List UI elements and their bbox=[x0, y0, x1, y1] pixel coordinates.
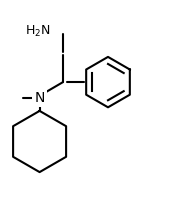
Text: H$_2$N: H$_2$N bbox=[25, 24, 50, 39]
Text: N: N bbox=[35, 92, 44, 105]
Text: N: N bbox=[22, 93, 23, 94]
Text: N: N bbox=[18, 93, 19, 94]
Text: N: N bbox=[34, 91, 45, 105]
